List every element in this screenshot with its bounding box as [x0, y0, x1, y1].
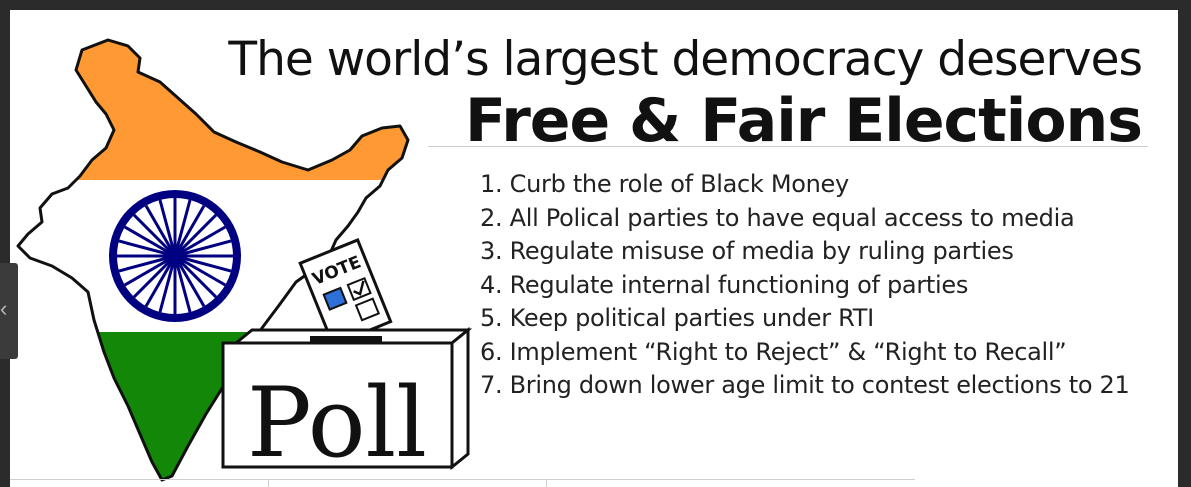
rule-tick [268, 479, 269, 487]
headline-top: The world’s largest democracy deserves [228, 32, 1143, 87]
ballot-paper-icon: VOTE [298, 238, 393, 347]
list-item: 7. Bring down lower age limit to contest… [480, 371, 1130, 399]
divider [428, 146, 1148, 147]
previous-slide-button[interactable] [0, 263, 18, 359]
ashoka-chakra-icon [109, 190, 241, 322]
rule-tick [546, 479, 547, 487]
list-item: 4. Regulate internal functioning of part… [480, 270, 969, 299]
poll-label: Poll [247, 367, 427, 479]
bottom-rule [10, 479, 915, 480]
list-item: 3. Regulate misuse of media by ruling pa… [480, 237, 1014, 265]
list-item: 1. Curb the role of Black Money [480, 170, 849, 198]
poster: VOTE Poll The world’s largest democracy … [10, 10, 1178, 487]
list-item: 6. Implement “Right to Reject” & “Right … [480, 337, 1067, 366]
ballot-box-icon: Poll [221, 326, 473, 479]
list-item: 2. All Polical parties to have equal acc… [480, 203, 1075, 232]
demands-list: 1. Curb the role of Black Money 2. All P… [480, 168, 1130, 403]
india-map-flag-icon: VOTE Poll [16, 38, 473, 482]
headline-main: Free & Fair Elections [465, 86, 1143, 156]
list-item: 5. Keep political parties under RTI [480, 304, 874, 332]
chevron-left-icon[interactable]: ‹ [0, 296, 8, 321]
